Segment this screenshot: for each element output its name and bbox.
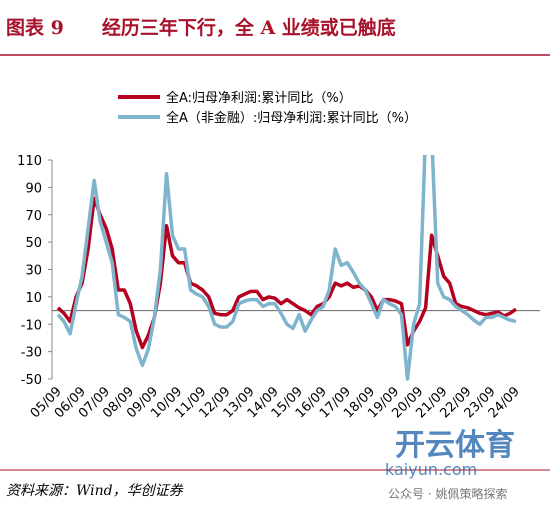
- y-tick-label: 10: [25, 291, 42, 306]
- y-tick-label: -10: [21, 318, 42, 333]
- y-tick-label: 30: [25, 264, 42, 279]
- y-tick-label: 50: [25, 236, 42, 251]
- legend-label: 全A（非金融）:归母净利润:累计同比（%）: [166, 110, 417, 126]
- series-line: [56, 155, 517, 381]
- y-tick-label: 90: [25, 181, 42, 196]
- y-tick-label: 110: [17, 154, 42, 169]
- y-tick-label: -30: [21, 346, 42, 361]
- y-tick-label: 70: [25, 209, 42, 224]
- watermark: 开云体育: [395, 428, 515, 463]
- y-tick-label: -50: [21, 373, 42, 388]
- plot-area: [56, 155, 517, 381]
- series-line: [56, 196, 517, 350]
- source: 资料来源：Wind，华创证券: [6, 483, 184, 499]
- chart-title: 图表 9 经历三年下行，全 A 业绩或已触底: [6, 16, 396, 39]
- watermark: kaiyun.com: [385, 460, 477, 479]
- watermark: 公众号 · 姚佩策略探索: [388, 486, 507, 501]
- legend-label: 全A:归母净利润:累计同比（%）: [166, 90, 352, 106]
